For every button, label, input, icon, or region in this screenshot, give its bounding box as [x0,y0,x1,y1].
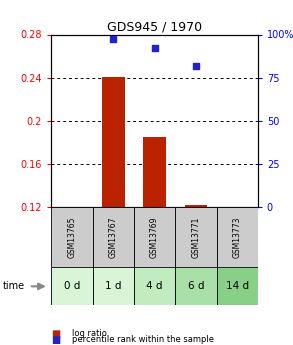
Text: ■: ■ [51,335,61,345]
Text: percentile rank within the sample: percentile rank within the sample [72,335,214,344]
Bar [175,267,217,305]
Bar [134,207,175,267]
Point [152,46,157,51]
Text: GSM13771: GSM13771 [191,217,200,258]
Text: GSM13769: GSM13769 [150,216,159,258]
Bar [175,207,217,267]
Bar [217,267,258,305]
Bar [217,207,258,267]
Text: 0 d: 0 d [64,282,80,291]
Text: log ratio: log ratio [72,329,107,338]
Text: GSM13773: GSM13773 [233,216,242,258]
Text: GSM13765: GSM13765 [67,216,76,258]
Text: 1 d: 1 d [105,282,122,291]
Bar [93,267,134,305]
Point [194,63,198,68]
Text: 14 d: 14 d [226,282,249,291]
Bar [143,137,166,207]
Bar [102,77,125,207]
Text: ■: ■ [51,329,61,339]
Bar [185,205,207,207]
Text: 4 d: 4 d [146,282,163,291]
Text: 6 d: 6 d [188,282,204,291]
Bar [134,267,175,305]
Text: time: time [3,282,25,291]
Title: GDS945 / 1970: GDS945 / 1970 [107,20,202,33]
Bar [51,207,93,267]
Text: GSM13767: GSM13767 [109,216,118,258]
Bar [51,267,93,305]
Point [111,36,116,42]
Bar [93,207,134,267]
